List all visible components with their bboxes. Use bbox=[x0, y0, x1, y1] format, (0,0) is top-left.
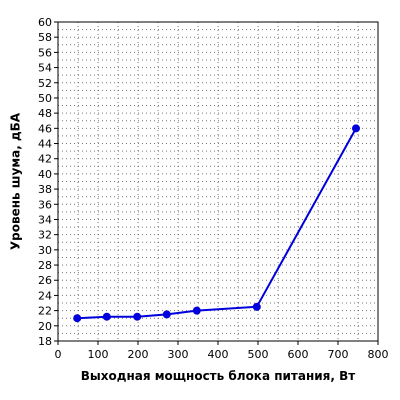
y-tick-label: 54 bbox=[38, 62, 52, 75]
y-tick-label: 60 bbox=[38, 16, 52, 29]
y-tick-label: 34 bbox=[38, 213, 52, 226]
y-tick-label: 38 bbox=[38, 183, 52, 196]
x-tick-label: 500 bbox=[248, 348, 269, 361]
y-tick-label: 52 bbox=[38, 77, 52, 90]
x-tick-label: 300 bbox=[168, 348, 189, 361]
data-point bbox=[252, 302, 261, 311]
y-tick-label: 46 bbox=[38, 122, 52, 135]
x-tick-label: 100 bbox=[88, 348, 109, 361]
series bbox=[73, 124, 360, 323]
y-tick-label: 32 bbox=[38, 229, 52, 242]
grid bbox=[58, 22, 378, 341]
y-axis-title: Уровень шума, дБА bbox=[9, 112, 23, 250]
y-tick-label: 18 bbox=[38, 335, 52, 348]
y-tick-label: 36 bbox=[38, 198, 52, 211]
y-tick-label: 42 bbox=[38, 153, 52, 166]
y-tick-label: 56 bbox=[38, 46, 52, 59]
y-tick-label: 22 bbox=[38, 305, 52, 318]
x-tick-label: 800 bbox=[368, 348, 389, 361]
data-point bbox=[73, 314, 82, 323]
y-tick-label: 44 bbox=[38, 138, 52, 151]
x-tick-label: 0 bbox=[55, 348, 62, 361]
data-point bbox=[102, 312, 111, 321]
y-tick-label: 40 bbox=[38, 168, 52, 181]
y-tick-label: 28 bbox=[38, 259, 52, 272]
y-tick-label: 48 bbox=[38, 107, 52, 120]
y-tick-label: 58 bbox=[38, 31, 52, 44]
data-point bbox=[133, 312, 142, 321]
y-tick-label: 24 bbox=[38, 289, 52, 302]
y-tick-label: 26 bbox=[38, 274, 52, 287]
x-axis-title: Выходная мощность блока питания, Вт bbox=[81, 369, 356, 383]
y-tick-label: 20 bbox=[38, 320, 52, 333]
data-point bbox=[162, 310, 171, 319]
y-tick-label: 30 bbox=[38, 244, 52, 257]
x-tick-label: 400 bbox=[208, 348, 229, 361]
y-tick-label: 50 bbox=[38, 92, 52, 105]
series-line bbox=[77, 127, 357, 320]
x-tick-label: 700 bbox=[328, 348, 349, 361]
x-tick-label: 600 bbox=[288, 348, 309, 361]
x-tick-label: 200 bbox=[128, 348, 149, 361]
axis-ticks: 0 100 200 300 400 500 600 700 800 18 20 22 24 26 28 30 3… bbox=[38, 16, 389, 361]
data-point bbox=[352, 124, 360, 133]
data-point bbox=[192, 306, 201, 315]
